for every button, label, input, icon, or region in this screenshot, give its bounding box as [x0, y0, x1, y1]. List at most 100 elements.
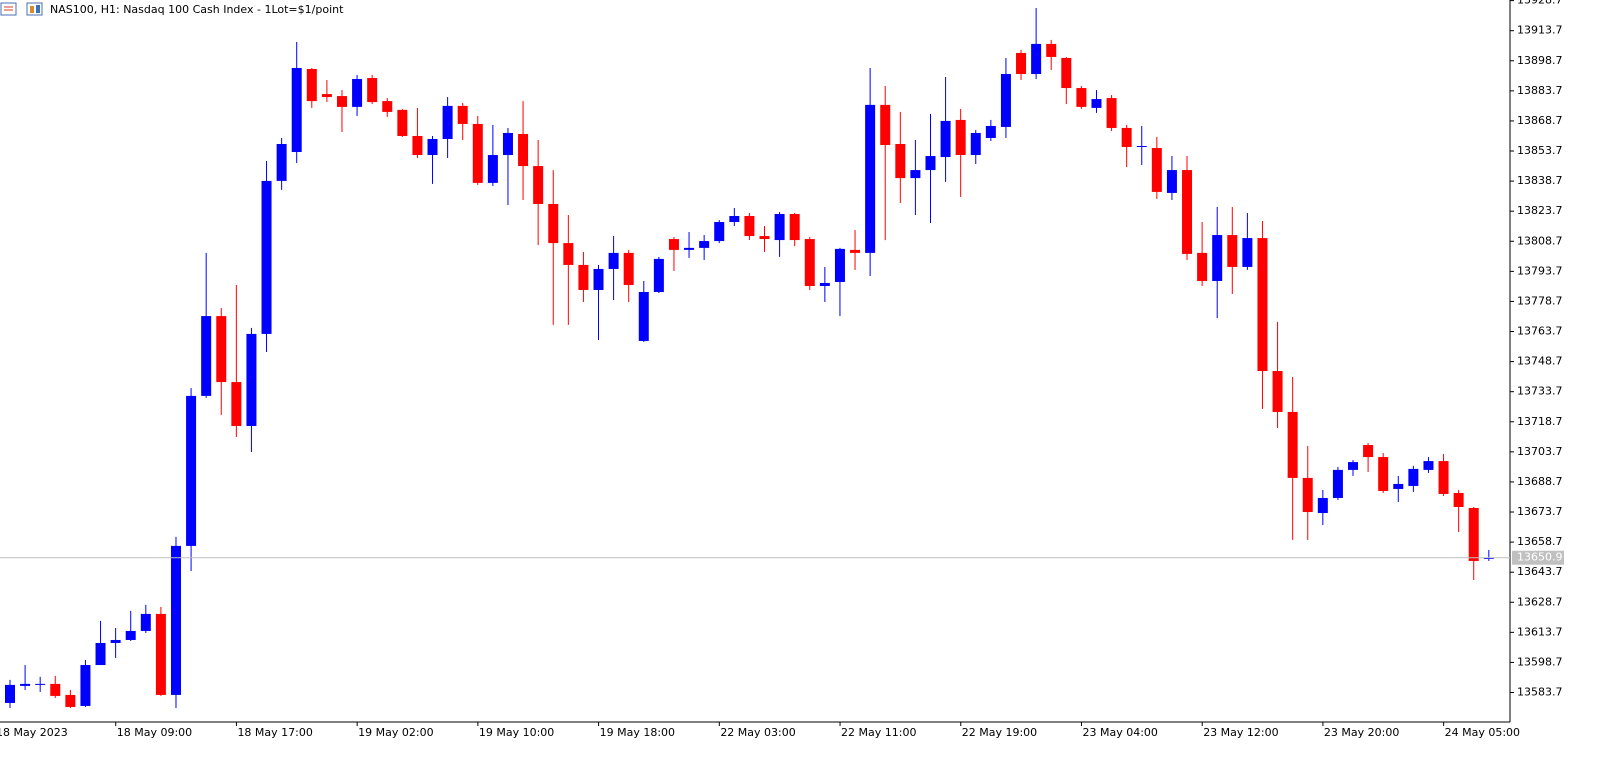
candle-body	[1166, 170, 1177, 193]
candle-body	[880, 104, 891, 146]
candle-body	[1363, 445, 1374, 458]
candle-body	[1348, 462, 1359, 470]
candle-body	[940, 120, 951, 158]
candle-body	[472, 123, 483, 183]
candle-body	[1000, 74, 1011, 127]
candle-body	[1408, 468, 1419, 486]
x-tick-label: 23 May 20:00	[1324, 726, 1399, 739]
candle-body	[170, 545, 181, 695]
y-tick-label: 13868.7	[1517, 114, 1563, 127]
candle-body	[20, 683, 31, 686]
candle-body	[50, 683, 61, 696]
candle-body	[1302, 477, 1313, 513]
icon	[0, 2, 17, 16]
x-tick-label: 19 May 02:00	[358, 726, 433, 739]
candle-body	[804, 239, 815, 286]
candle-body	[1287, 411, 1298, 478]
icon	[36, 5, 40, 13]
candle-body	[819, 282, 830, 286]
y-tick-label: 13583.7	[1517, 686, 1563, 699]
y-tick-label: 13913.7	[1517, 24, 1563, 37]
candle-body	[155, 613, 166, 695]
candle-body	[1031, 43, 1042, 75]
candle-body	[5, 684, 15, 703]
y-tick-label: 13748.7	[1517, 355, 1563, 368]
y-tick-label: 13898.7	[1517, 54, 1563, 67]
candle-body	[684, 247, 695, 250]
candle-body	[1332, 469, 1343, 498]
candle-body	[397, 109, 408, 136]
x-tick-label: 19 May 10:00	[479, 726, 554, 739]
candle-body	[487, 155, 498, 183]
candle-body	[1151, 148, 1162, 192]
y-tick-label: 13658.7	[1517, 535, 1563, 548]
candle-body	[110, 639, 121, 643]
candle-body	[1227, 235, 1238, 267]
candle-body	[925, 156, 936, 171]
candle-body	[850, 249, 861, 253]
candle-body	[382, 101, 393, 112]
candle-body	[412, 135, 423, 156]
candle-body	[653, 258, 664, 293]
candle-body	[1076, 88, 1087, 107]
candle-body	[276, 143, 287, 181]
candle-body	[789, 213, 800, 241]
x-tick-label: 24 May 05:00	[1445, 726, 1520, 739]
candle-body	[699, 241, 710, 248]
candle-body	[306, 68, 317, 102]
candle-body	[955, 119, 966, 156]
candle-body	[1212, 235, 1223, 281]
candle-body	[533, 166, 544, 204]
candle-body	[1423, 461, 1434, 470]
candle-body	[1242, 238, 1253, 267]
y-tick-label: 13928.7	[1517, 0, 1563, 7]
y-tick-label: 13688.7	[1517, 475, 1563, 488]
candle-body	[1393, 483, 1404, 489]
x-tick-label: 18 May 17:00	[237, 726, 312, 739]
candle-body	[1106, 98, 1117, 128]
y-tick-label: 13853.7	[1517, 144, 1563, 157]
y-tick-label: 13718.7	[1517, 415, 1563, 428]
candle-body	[759, 236, 770, 240]
candle-body	[744, 215, 755, 237]
toolbar-icons	[0, 2, 43, 16]
y-tick-label: 13823.7	[1517, 204, 1563, 217]
candle-body	[186, 395, 197, 546]
last-price-box	[1512, 550, 1564, 565]
candle-body	[291, 67, 302, 153]
candle-body	[352, 79, 363, 107]
candle-body	[865, 104, 876, 253]
candle-body	[593, 268, 604, 291]
candle-body	[1272, 371, 1283, 412]
candle-body	[427, 138, 438, 156]
candle-body	[502, 132, 513, 156]
candle-body	[336, 96, 347, 107]
candle-body	[1453, 492, 1464, 508]
candle-body	[261, 180, 272, 334]
candle-body	[910, 170, 921, 179]
chart-title: NAS100, H1: Nasdaq 100 Cash Index - 1Lot…	[50, 3, 344, 16]
candle-body	[623, 252, 634, 285]
x-tick-label: 23 May 04:00	[1082, 726, 1157, 739]
candle-body	[321, 94, 332, 98]
candle-body	[1317, 497, 1328, 514]
candle-body	[367, 78, 378, 103]
candle-body	[985, 125, 996, 138]
y-tick-label: 13883.7	[1517, 84, 1563, 97]
x-tick-label: 23 May 12:00	[1203, 726, 1278, 739]
candle-body	[895, 143, 906, 179]
candle-body	[442, 105, 453, 139]
x-tick-label: 19 May 18:00	[600, 726, 675, 739]
candle-body	[518, 133, 529, 167]
candle-body	[1121, 127, 1132, 148]
y-tick-label: 13673.7	[1517, 505, 1563, 518]
candle-body	[1257, 238, 1268, 372]
x-tick-label: 22 May 19:00	[962, 726, 1037, 739]
last-price-label: 13650.9	[1517, 551, 1563, 564]
candle-body	[1197, 252, 1208, 281]
candle-body	[608, 252, 619, 269]
y-tick-label: 13793.7	[1517, 264, 1563, 277]
y-tick-label: 13733.7	[1517, 385, 1563, 398]
y-tick-label: 13628.7	[1517, 595, 1563, 608]
